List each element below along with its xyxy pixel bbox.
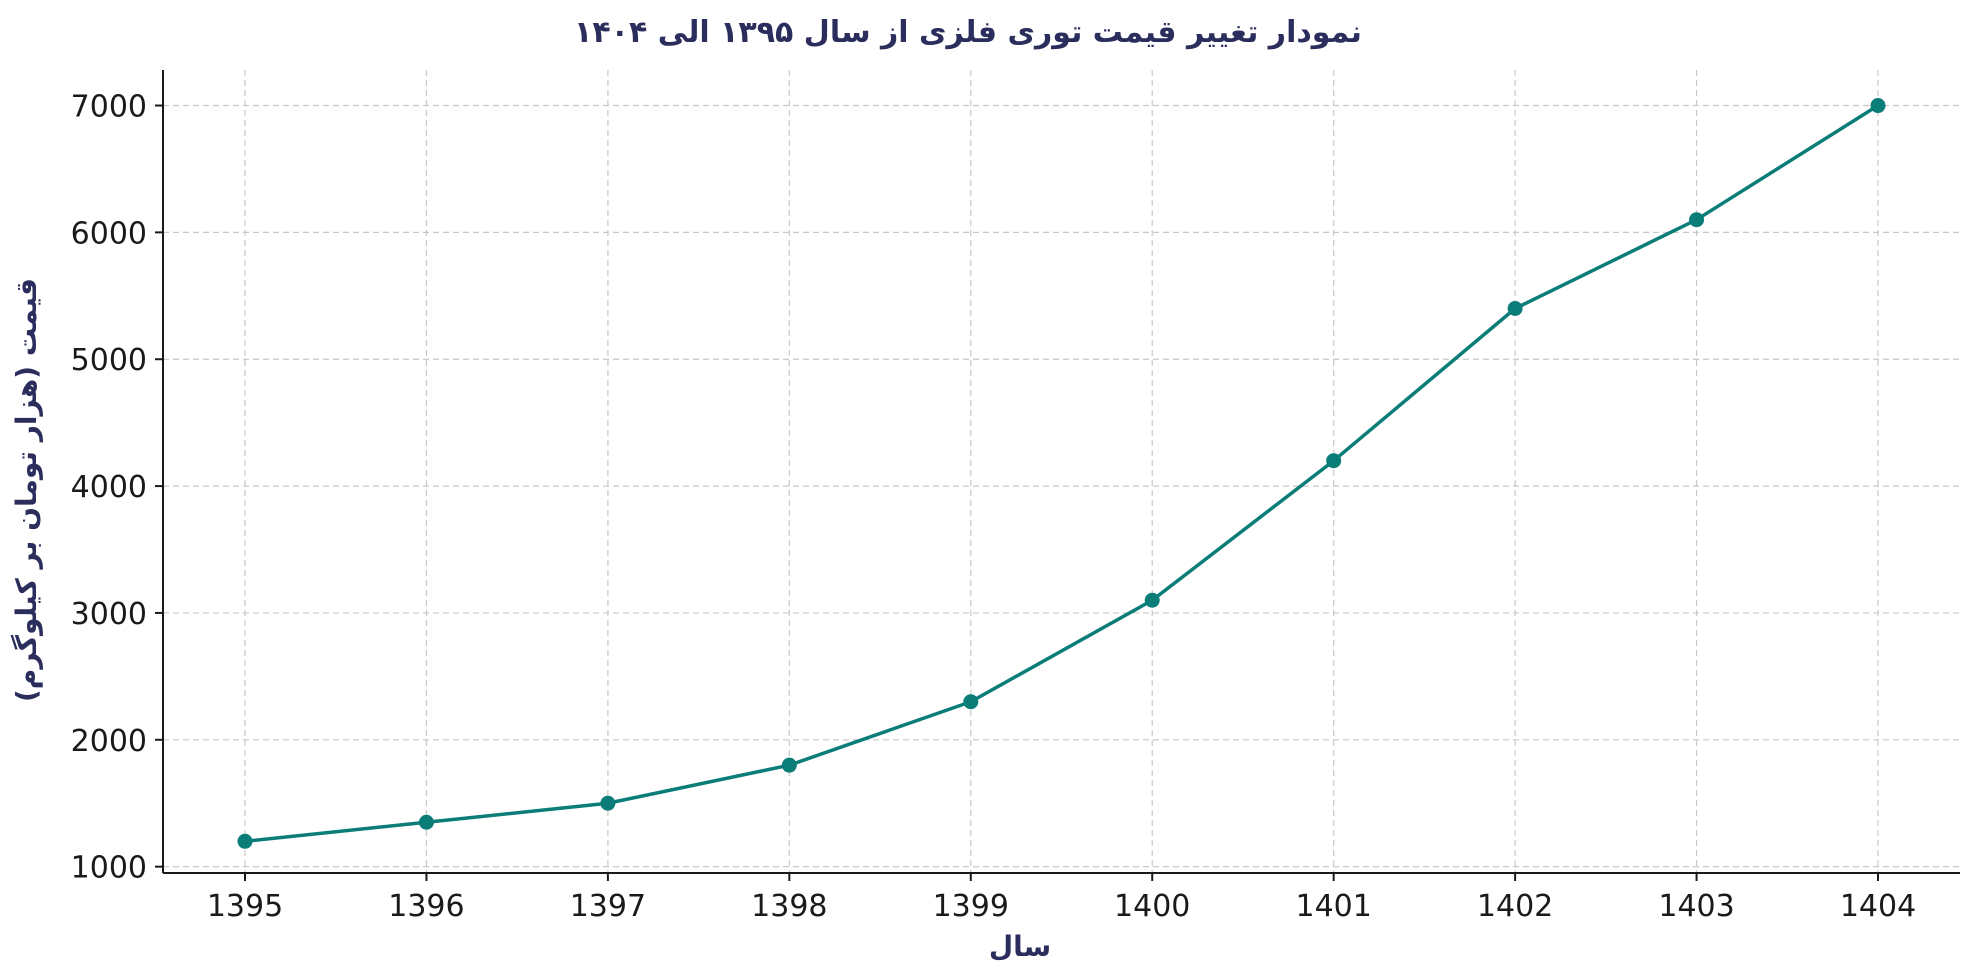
series-layer: [237, 98, 1886, 849]
x-tick-label: 1398: [751, 889, 827, 924]
data-point: [600, 795, 616, 811]
data-point: [963, 694, 979, 710]
data-point: [781, 757, 797, 773]
x-tick-label: 1399: [933, 889, 1009, 924]
y-tick-label: 4000: [71, 470, 147, 505]
x-tick-label: 1402: [1477, 889, 1553, 924]
y-tick-label: 2000: [71, 724, 147, 759]
y-tick-label: 3000: [71, 597, 147, 632]
y-axis-title: قیمت (هزار تومان بر کیلوگرم): [10, 278, 43, 702]
data-point: [1507, 300, 1523, 316]
x-tick-label: 1401: [1295, 889, 1371, 924]
grid-lines: [163, 70, 1960, 873]
data-point: [1326, 453, 1342, 469]
x-tick-label: 1396: [388, 889, 464, 924]
x-tick-label: 1403: [1658, 889, 1734, 924]
y-tick-label: 1000: [71, 851, 147, 886]
x-tick-label: 1400: [1114, 889, 1190, 924]
tick-marks: 1000 2000 3000 4000 5000 6000 7000 1395 1396 1397…: [71, 90, 1917, 924]
x-tick-label: 1404: [1840, 889, 1916, 924]
series-line: [244, 104, 1879, 844]
x-tick-label: 1395: [207, 889, 283, 924]
chart-title: نمودار تغییر قیمت توری فلزی از سال ۱۳۹۵ …: [574, 15, 1362, 50]
data-point: [1144, 592, 1160, 608]
data-point: [237, 833, 253, 849]
y-tick-label: 7000: [71, 90, 147, 125]
y-tick-label: 5000: [71, 343, 147, 378]
data-point: [1870, 98, 1886, 114]
x-axis-title: سال: [989, 930, 1051, 963]
y-tick-label: 6000: [71, 216, 147, 251]
data-point: [1689, 212, 1705, 228]
x-tick-label: 1397: [570, 889, 646, 924]
data-point: [418, 814, 434, 830]
axes: [162, 70, 1960, 874]
